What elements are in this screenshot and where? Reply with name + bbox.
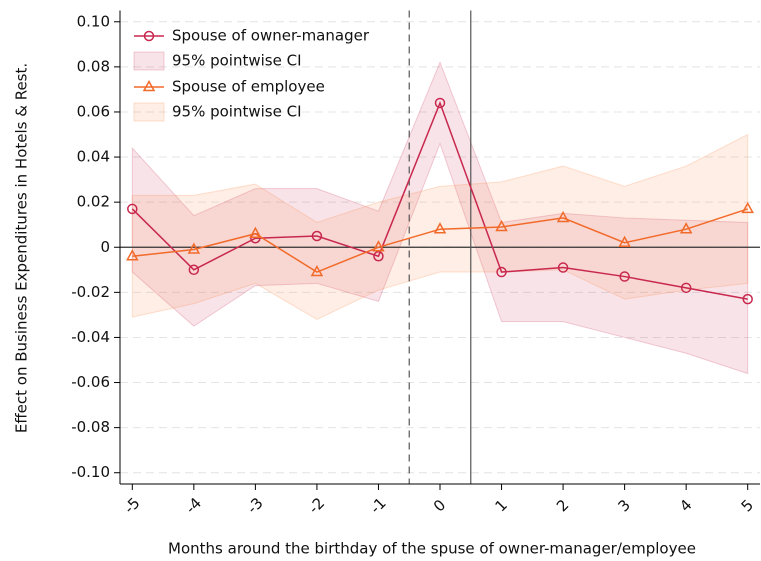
marker	[434, 97, 446, 109]
marker	[741, 201, 754, 214]
marker	[557, 262, 569, 273]
x-tick-label: 5	[738, 496, 757, 515]
y-tick-label: 0.08	[77, 57, 110, 75]
x-tick-label: 2	[553, 496, 572, 515]
y-axis-label: Effect on Business Expenditures in Hotel…	[13, 63, 31, 433]
x-tick-label: -2	[305, 494, 328, 517]
marker	[496, 266, 507, 278]
x-tick-label: -1	[366, 494, 389, 517]
legend-marker	[142, 79, 156, 92]
legend-swatch	[133, 51, 165, 71]
x-tick-label: -3	[243, 494, 266, 517]
series-line	[131, 100, 748, 300]
marker	[372, 240, 385, 252]
y-tick-label: -0.06	[71, 373, 110, 391]
legend-label: Spouse of employee	[172, 78, 325, 96]
x-tick-label: -5	[120, 494, 143, 517]
y-tick-label: 0.02	[77, 193, 110, 211]
marker	[742, 293, 753, 305]
x-tick-label: 4	[676, 496, 695, 515]
legend-label: 95% pointwise CI	[172, 52, 302, 70]
marker	[373, 251, 384, 262]
legend-label: 95% pointwise CI	[172, 103, 302, 121]
y-tick-label: -0.08	[71, 418, 110, 436]
marker	[126, 249, 139, 261]
marker	[127, 203, 138, 215]
x-tick-label: 1	[491, 496, 510, 515]
y-tick-label: 0.04	[77, 148, 110, 166]
marker	[619, 271, 630, 282]
y-tick-label: -0.02	[71, 283, 110, 301]
y-tick-label: 0	[100, 238, 110, 256]
marker	[618, 235, 631, 247]
ci-band	[131, 133, 749, 320]
marker	[679, 222, 693, 234]
marker	[249, 226, 262, 238]
marker	[495, 219, 508, 232]
marker	[310, 265, 324, 277]
ci-band	[131, 61, 749, 375]
series-line	[132, 208, 748, 273]
marker	[556, 210, 570, 223]
legend-swatch	[133, 102, 165, 122]
y-tick-label: -0.10	[71, 463, 110, 481]
x-tick-label: 0	[430, 496, 449, 515]
x-tick-label: 3	[615, 496, 634, 515]
marker	[433, 222, 447, 234]
y-tick-label: 0.06	[77, 102, 110, 120]
marker	[680, 282, 692, 294]
y-tick-label: 0.10	[77, 12, 110, 30]
legend-marker	[143, 30, 155, 42]
x-axis-label: Months around the birthday of the spuse …	[168, 540, 696, 558]
marker	[311, 230, 323, 242]
marker	[187, 242, 201, 254]
x-tick-label: -4	[182, 494, 205, 517]
marker	[188, 264, 200, 276]
legend: Spouse of owner-manager 95% pointwise CI S…	[133, 27, 370, 122]
y-tick-label: -0.04	[71, 328, 110, 346]
legend-label: Spouse of owner-manager	[172, 27, 370, 45]
